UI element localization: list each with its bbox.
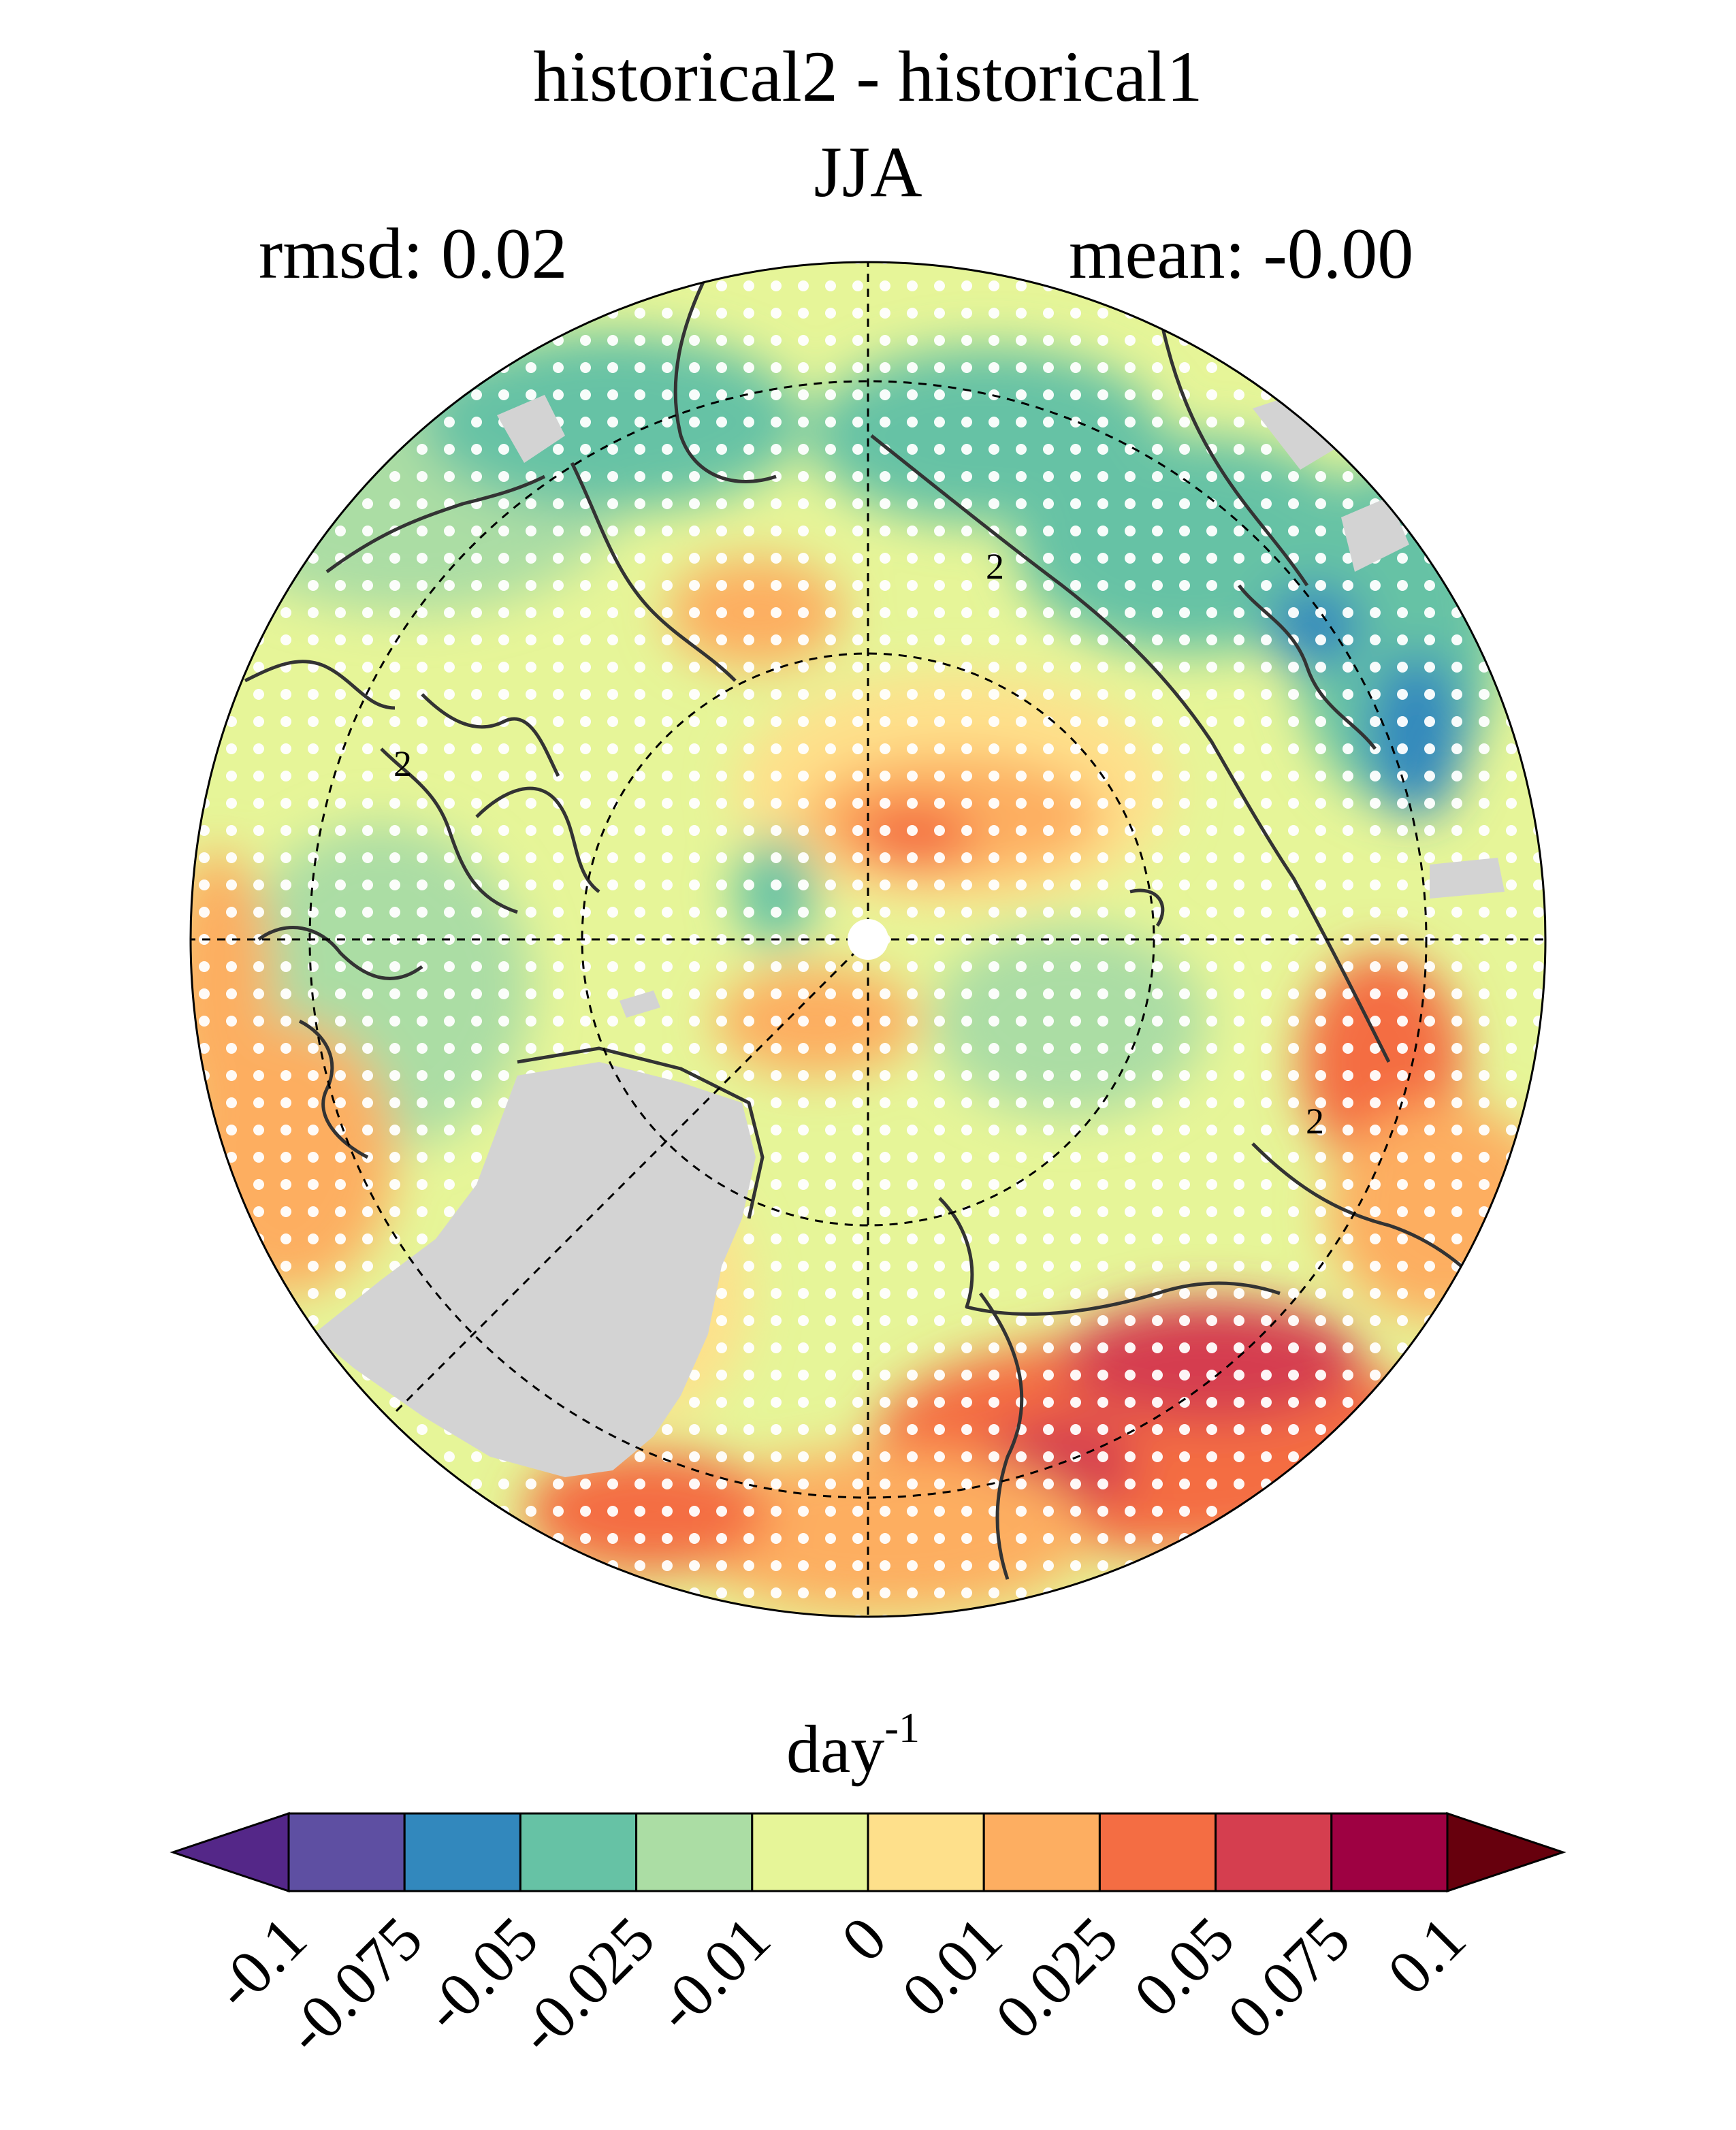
colorbar-under-arrow — [170, 1811, 290, 1893]
mask-patch — [1430, 858, 1505, 899]
mask-patch — [1341, 497, 1409, 572]
mask-patch — [1253, 395, 1334, 470]
rmsd-label: rmsd: 0.02 — [259, 214, 568, 293]
colorbar-segment — [1098, 1812, 1217, 1892]
mean-label: mean: -0.00 — [1069, 214, 1414, 293]
colorbar-segment — [1215, 1812, 1333, 1892]
colorbar-segment — [867, 1812, 985, 1892]
colorbar-segment — [519, 1812, 638, 1892]
colorbar-segment — [287, 1812, 406, 1892]
colorbar-unit: day-1 — [786, 1705, 920, 1787]
colorbar-tick-label: -0.025 — [504, 1903, 668, 2067]
contour-label: 2 — [1306, 1101, 1324, 1142]
colorbar-tick-label: 0.075 — [1214, 1903, 1363, 2052]
colorbar-segment — [635, 1812, 754, 1892]
contour-label: 2 — [986, 546, 1004, 587]
colorbar — [170, 1811, 1566, 1893]
colorbar-tick-label: -0.01 — [641, 1903, 784, 2045]
contour-label: 2 — [393, 743, 412, 784]
coastlines — [244, 271, 1500, 1580]
colorbar-segment — [1330, 1812, 1449, 1892]
plot-title: historical2 - historical1 — [533, 37, 1203, 116]
map-boundary — [189, 261, 1547, 1618]
polar-map: 2 2 2 — [189, 261, 1547, 1618]
colorbar-tick-label: 0 — [828, 1903, 900, 1975]
colorbar-over-arrow — [1446, 1811, 1566, 1893]
colorbar-segment — [403, 1812, 521, 1892]
mask-patch — [620, 990, 660, 1018]
season-label: JJA — [814, 132, 922, 212]
greenland-mask — [313, 1062, 756, 1477]
colorbar-tick-label: -0.075 — [272, 1903, 436, 2067]
pole-marker — [848, 919, 888, 960]
mask-patch — [497, 395, 565, 463]
colorbar-tick-label: 0.1 — [1374, 1903, 1479, 2008]
map-field — [191, 262, 1545, 1617]
colorbar-segment — [982, 1812, 1101, 1892]
colorbar-tick-label: 0.025 — [982, 1903, 1131, 2052]
colorbar-segment — [751, 1812, 869, 1892]
